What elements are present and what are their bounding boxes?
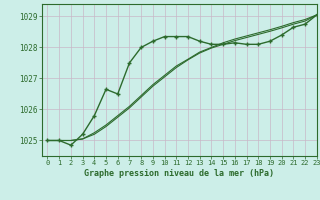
X-axis label: Graphe pression niveau de la mer (hPa): Graphe pression niveau de la mer (hPa)	[84, 169, 274, 178]
